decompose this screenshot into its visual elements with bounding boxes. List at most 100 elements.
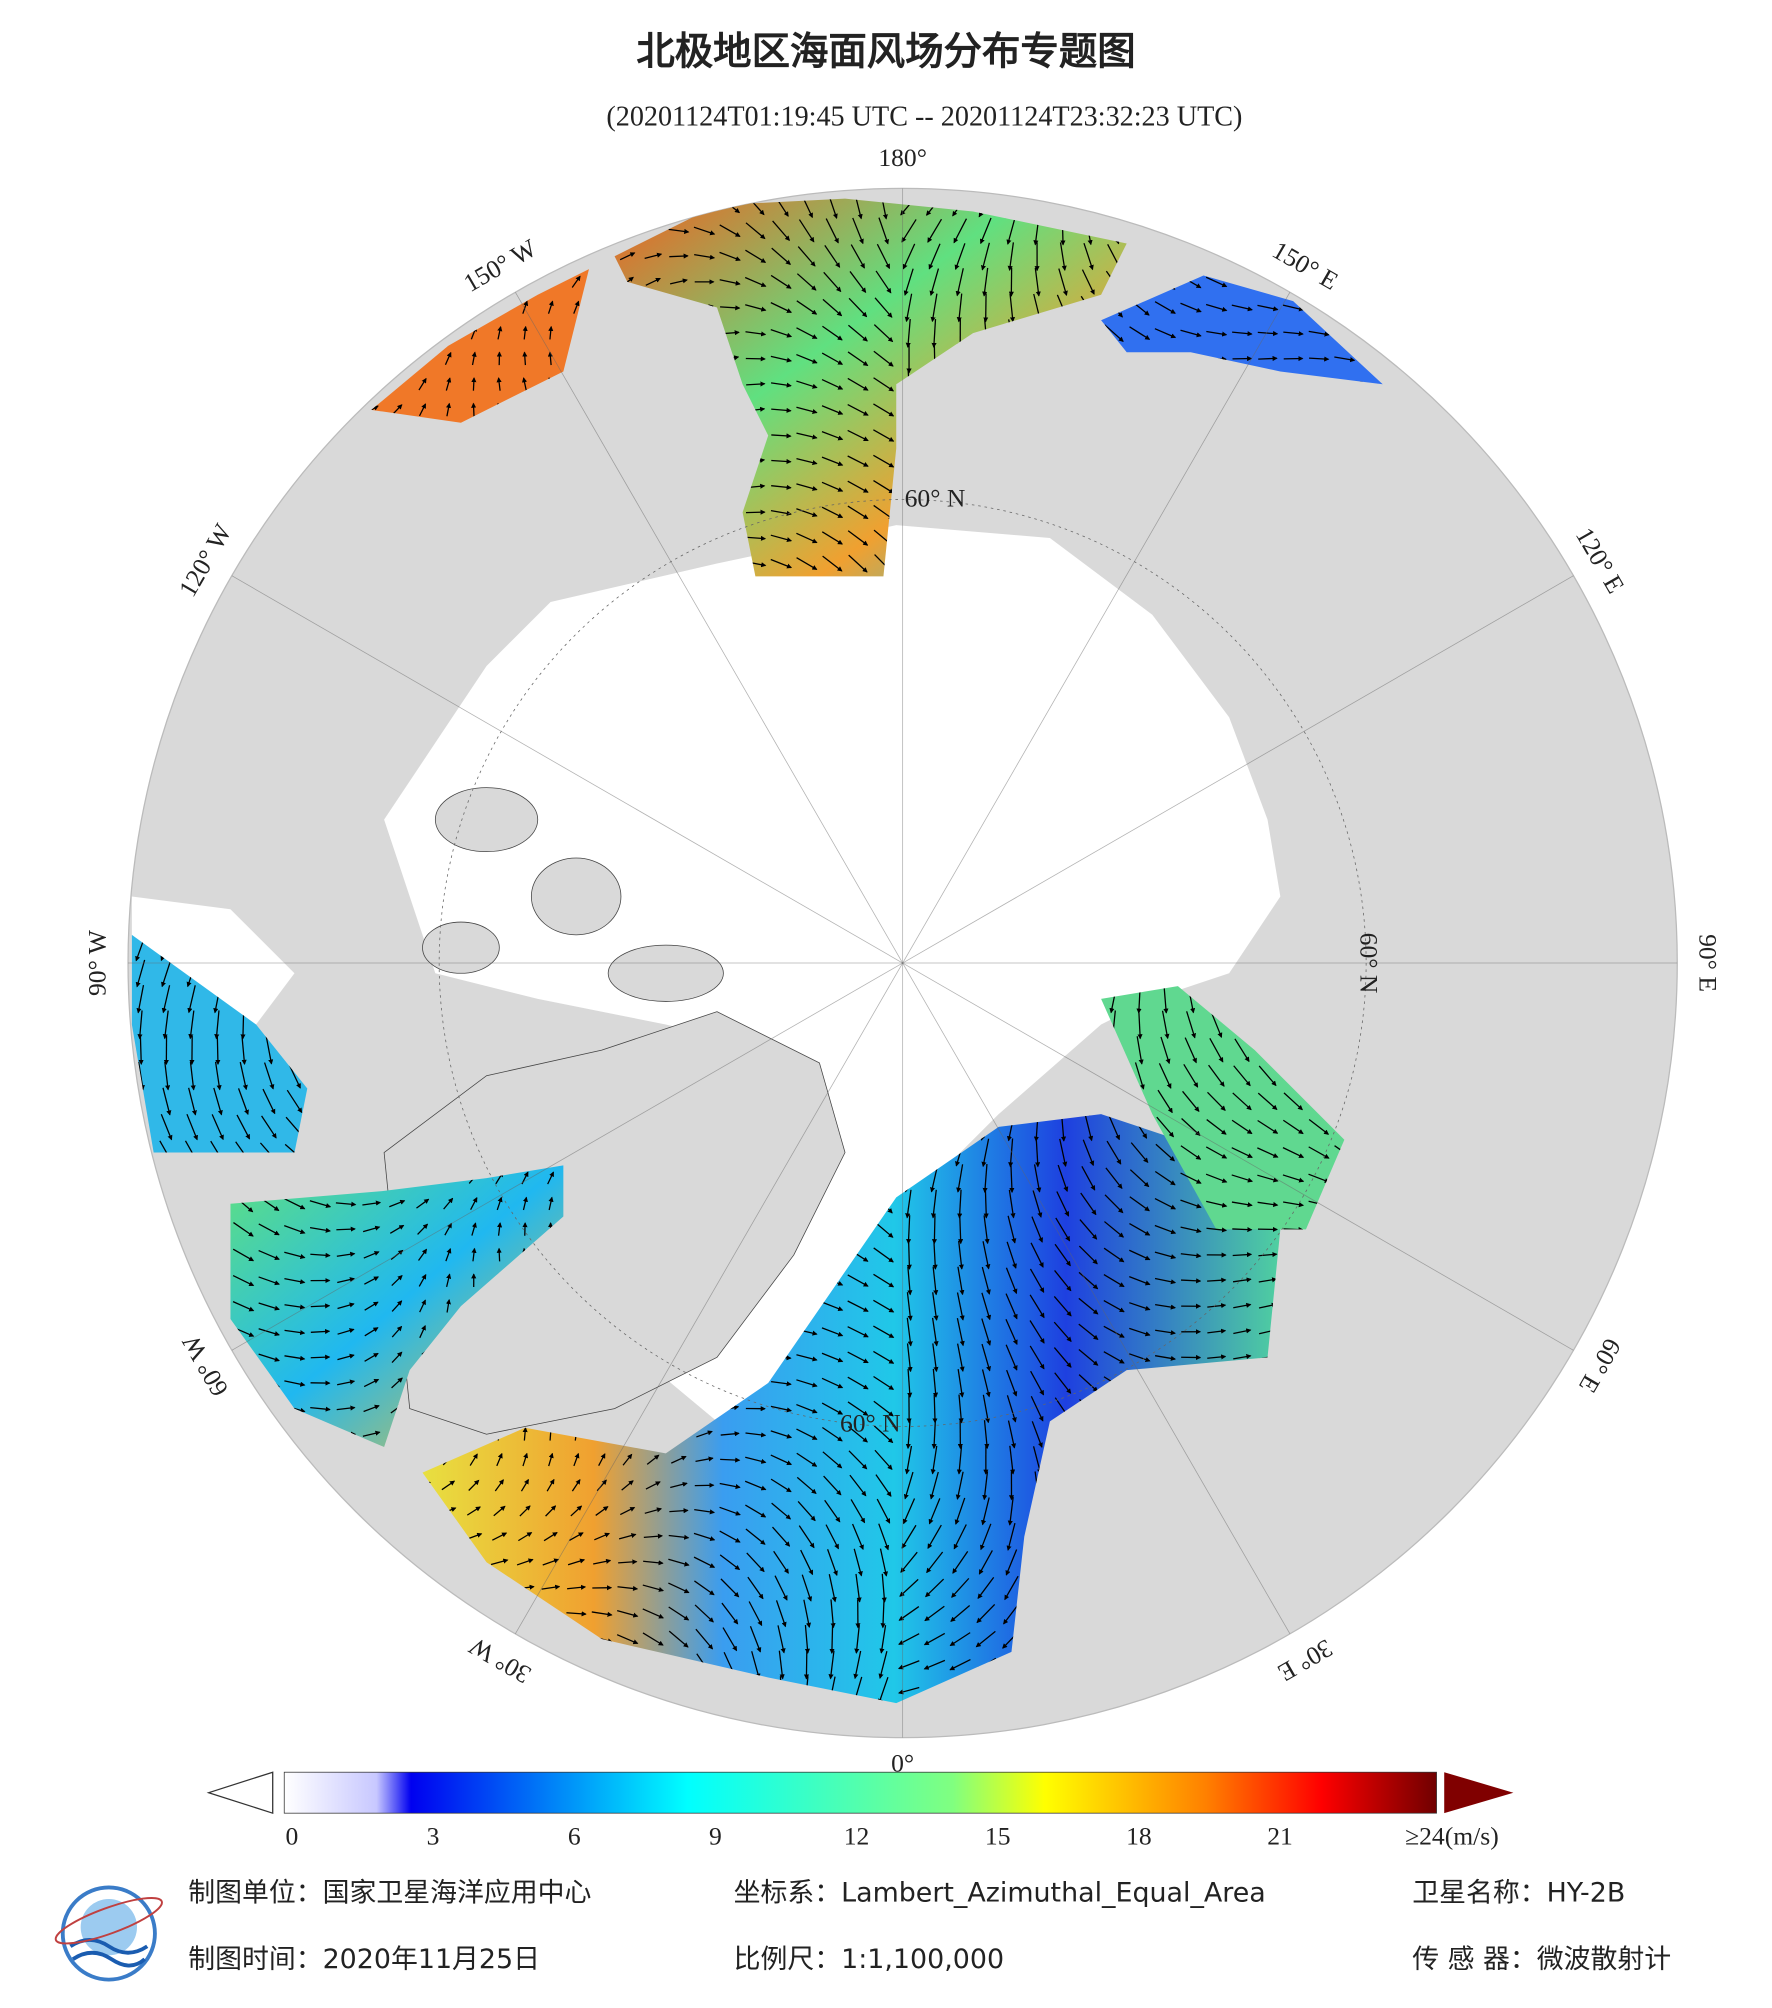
wind-arrow (903, 1471, 914, 1500)
wind-arrow (258, 299, 280, 316)
wind-arrow (163, 677, 171, 707)
wind-arrow (291, 1676, 297, 1704)
wind-arrow (571, 1479, 581, 1492)
wind-arrow (822, 1426, 843, 1442)
lat-label: 60° N (1354, 933, 1383, 994)
wind-arrow (848, 554, 868, 573)
wind-arrow (847, 455, 869, 467)
wind-arrow (190, 1573, 196, 1603)
wind-arrow (471, 351, 477, 366)
wind-arrow (241, 1036, 247, 1065)
wind-arrow (362, 1603, 381, 1624)
wind-arrow (796, 508, 818, 517)
map-content (128, 188, 1678, 1738)
wind-arrow (238, 1548, 249, 1577)
wind-arrow (828, 1650, 835, 1680)
wind-arrow (1367, 1625, 1374, 1654)
wind-arrow (445, 1298, 452, 1313)
wind-arrow (335, 1201, 357, 1207)
wind-arrow (821, 1377, 844, 1389)
wind-arrow (437, 1609, 460, 1618)
wind-arrow (364, 1301, 379, 1311)
wind-arrow (310, 221, 330, 240)
wind-arrow (232, 351, 254, 366)
wind-arrow (618, 202, 638, 208)
wind-arrow (464, 201, 484, 207)
wind-arrow (188, 198, 197, 220)
wind-arrow (387, 278, 407, 284)
wind-arrow (208, 1450, 227, 1470)
wind-arrow (207, 455, 229, 468)
wind-arrow (900, 1551, 918, 1573)
wind-arrow (419, 1324, 426, 1339)
wind-arrow (873, 1350, 895, 1364)
wind-arrow (238, 1676, 248, 1704)
wind-arrow (156, 454, 178, 468)
wind-arrow (138, 1035, 144, 1066)
wind-arrow (290, 1599, 300, 1628)
colorbar-tick-label: 21 (1267, 1822, 1293, 1851)
wind-arrow (240, 1624, 246, 1654)
wind-arrow (668, 1606, 690, 1621)
wind-arrow (266, 1624, 272, 1654)
wind-arrow (745, 1456, 767, 1464)
wind-arrow (135, 780, 146, 809)
wind-arrow (693, 1556, 716, 1568)
wind-arrow (598, 1453, 606, 1467)
wind-arrow (465, 226, 483, 234)
wind-arrow (878, 1651, 888, 1679)
wind-arrow (309, 303, 332, 313)
lat-label: 60° N (905, 484, 966, 513)
wind-arrow (1309, 198, 1328, 216)
wind-arrow (932, 1292, 939, 1321)
wind-arrow (847, 404, 869, 416)
wind-arrow (259, 1476, 279, 1495)
wind-arrow (207, 403, 229, 417)
wind-arrow (873, 377, 895, 392)
wind-arrow (136, 985, 145, 1014)
wind-arrow (135, 1676, 146, 1704)
wind-arrow (364, 1327, 379, 1337)
wind-arrow (771, 484, 792, 490)
wind-arrow (567, 1584, 587, 1590)
wind-arrow (214, 1010, 220, 1040)
wind-arrow (207, 1425, 228, 1443)
wind-arrow (181, 1299, 203, 1313)
wind-arrow (391, 1351, 403, 1363)
wind-arrow (1283, 198, 1303, 215)
wind-field (371, 269, 589, 423)
wind-arrow (875, 1474, 892, 1497)
wind-arrow (161, 985, 171, 1014)
wind-arrow (932, 1240, 938, 1270)
wind-arrow (310, 432, 331, 438)
wind-arrow (283, 328, 306, 339)
wind-arrow (437, 1657, 459, 1672)
wind-arrow (258, 1353, 280, 1362)
wind-arrow (445, 377, 452, 391)
wind-arrow (336, 355, 356, 361)
wind-arrow (1232, 198, 1252, 215)
wind-arrow (469, 1453, 478, 1466)
wind-arrow (336, 380, 356, 387)
wind-arrow (516, 1558, 534, 1566)
wind-arrow (847, 1425, 868, 1443)
wind-arrow (825, 1524, 839, 1550)
wind-arrow (315, 1625, 326, 1654)
wind-arrow (493, 1505, 506, 1517)
wind-arrow (826, 1549, 838, 1577)
wind-arrow (131, 297, 151, 318)
wind-arrow (310, 1406, 331, 1412)
wind-arrow (362, 329, 381, 336)
wind-arrow (156, 1299, 178, 1313)
wind-arrow (159, 243, 174, 270)
wind-arrow (591, 1684, 613, 1697)
wind-arrow (719, 279, 741, 286)
lon-label: 30° E (1273, 1634, 1338, 1688)
wind-arrow (137, 677, 146, 707)
wind-arrow (642, 1584, 664, 1592)
wind-arrow (1342, 1676, 1348, 1704)
wind-arrow (1133, 198, 1146, 219)
wind-arrow (258, 1302, 280, 1311)
